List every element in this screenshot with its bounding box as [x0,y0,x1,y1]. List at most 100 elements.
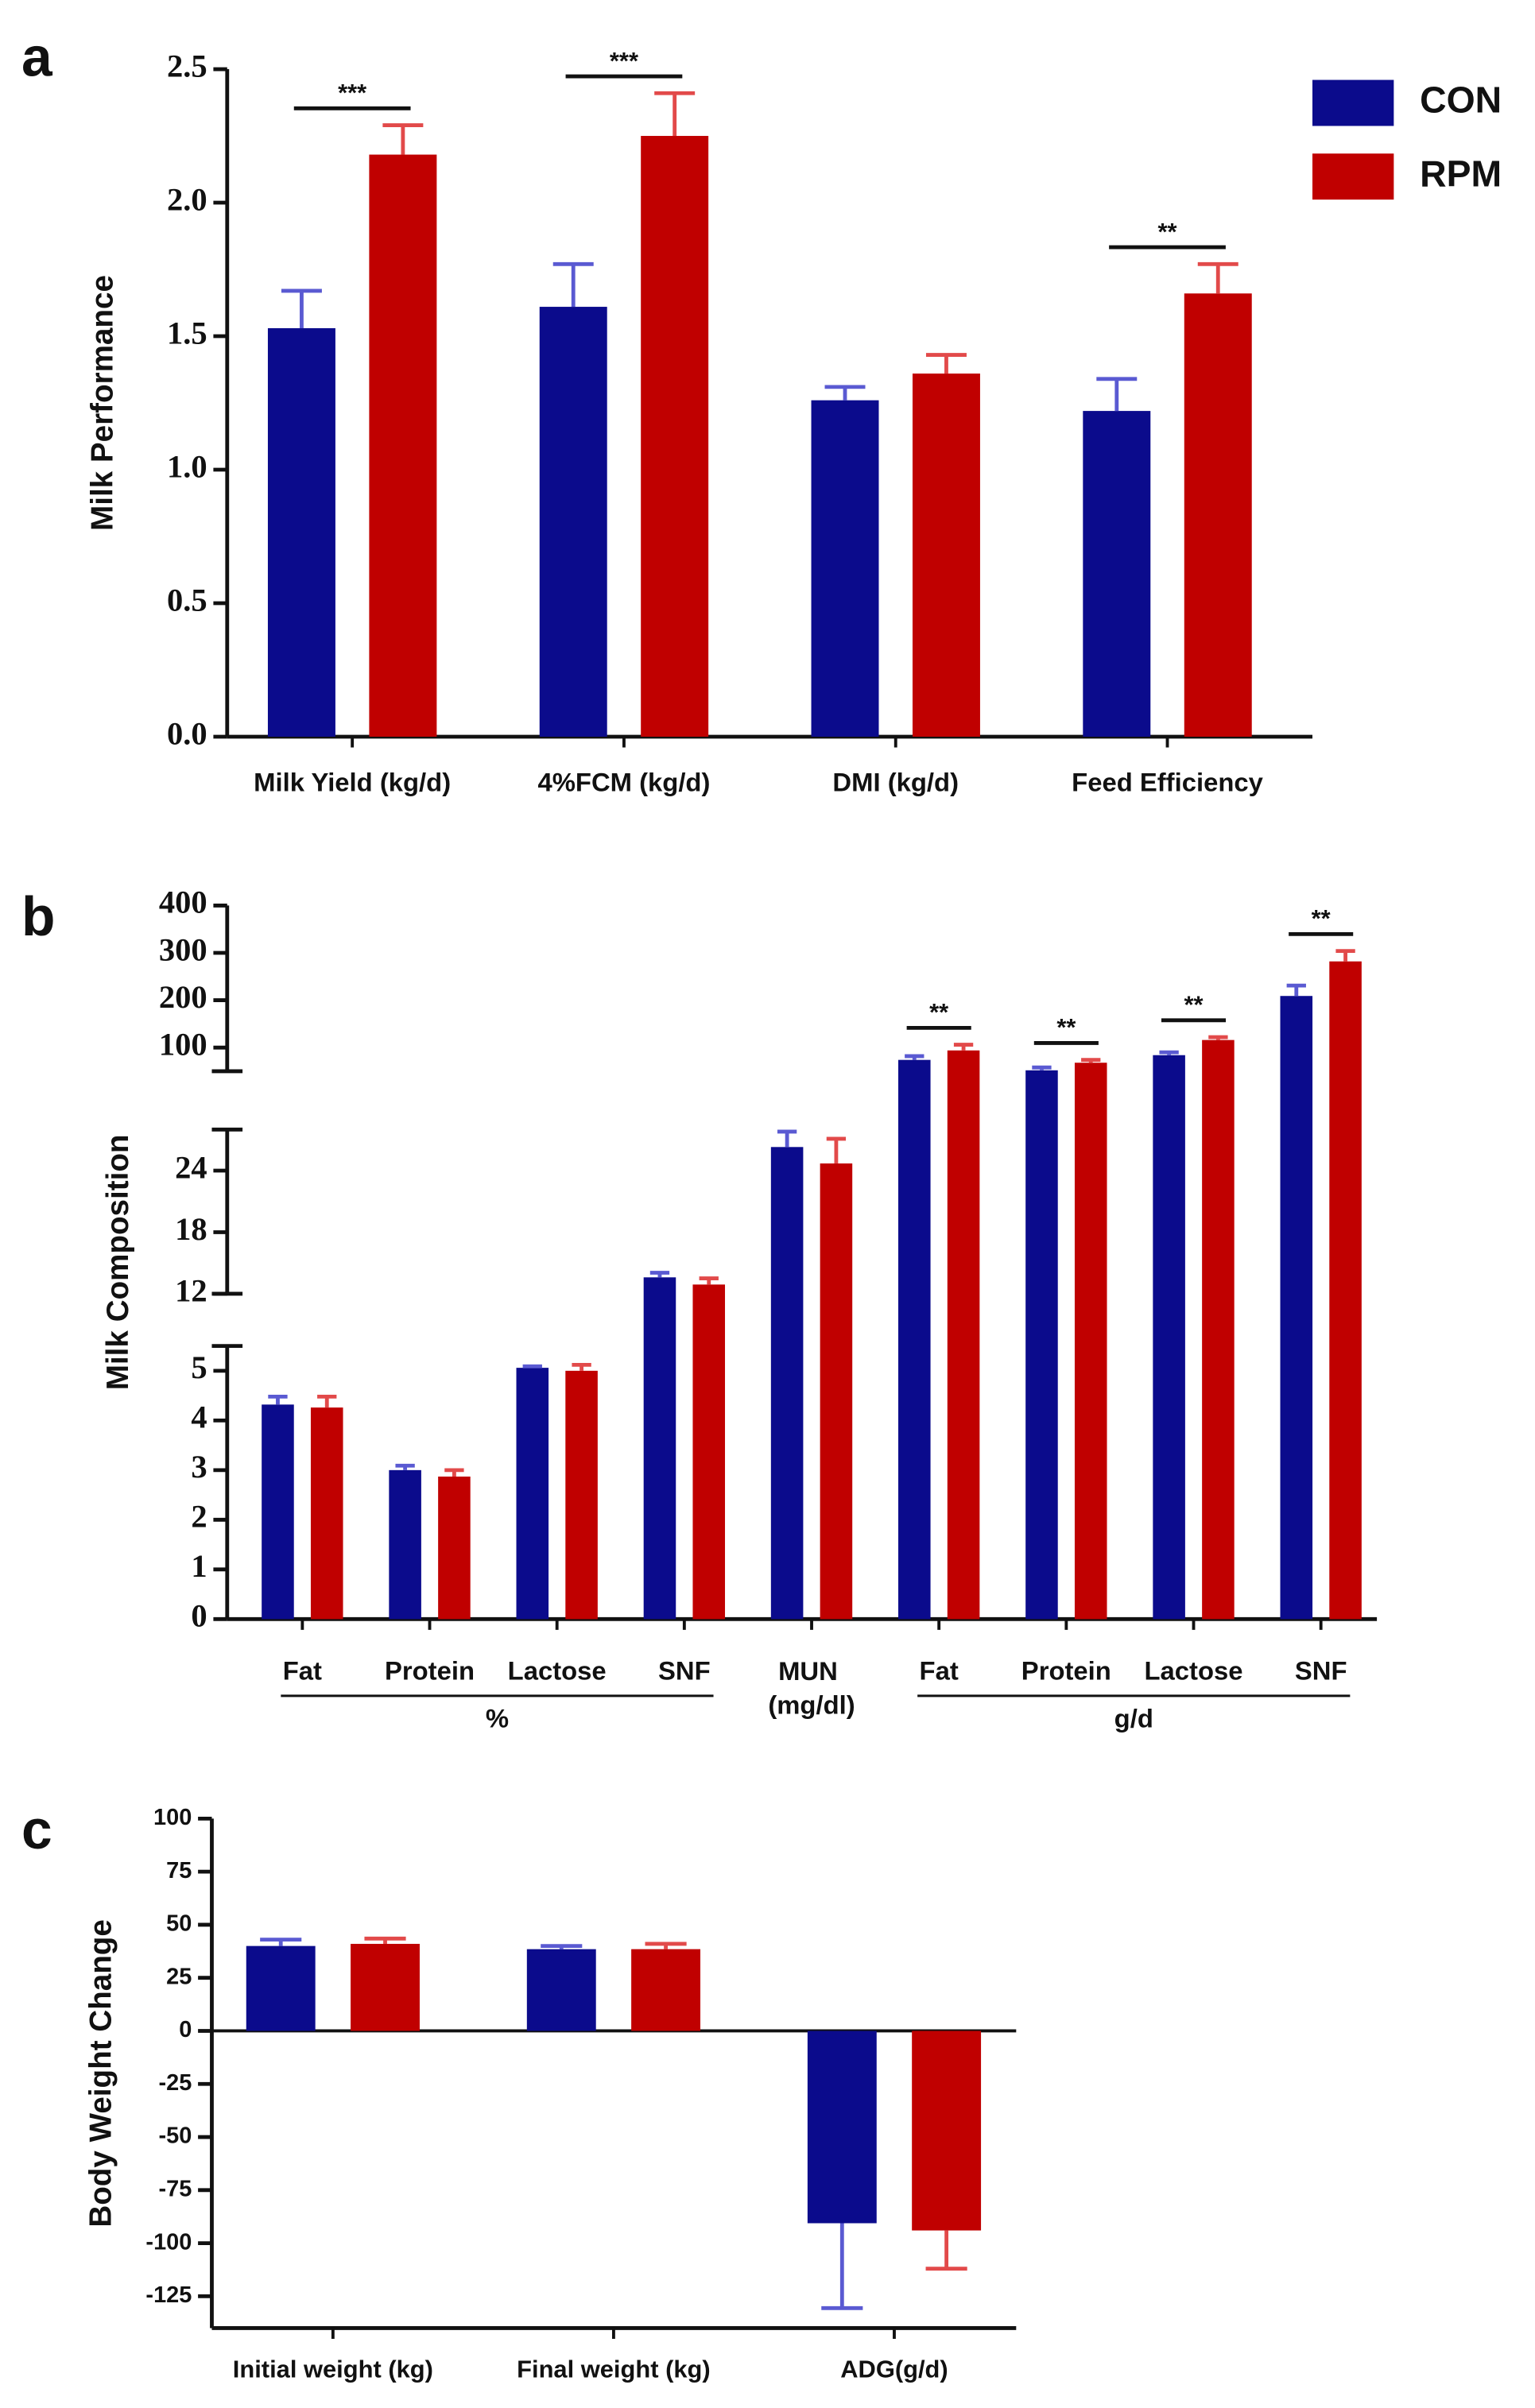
x-tick-label: Milk Yield (kg/d) [254,768,451,797]
y-tick-label: 0 [191,1598,207,1634]
y-tick-label: 18 [175,1211,207,1247]
error-bar [953,1043,974,1051]
y-axis-label: Milk Performance [86,275,120,531]
bar [262,1404,294,1620]
error-bar [281,288,322,328]
y-tick-label: 5 [191,1349,207,1385]
y-tick-label: 25 [166,1964,192,1989]
error-bar [522,1364,542,1369]
legend-swatch [1312,79,1394,126]
bar [1025,1070,1058,1620]
bar [811,400,879,737]
y-tick-label: 2 [191,1499,207,1535]
bar [631,1949,701,2031]
bar [1074,1063,1107,1620]
error-bar [1197,261,1238,294]
significance-label: ** [1158,218,1177,246]
bar [643,1277,676,1620]
significance-label: ** [1312,904,1331,932]
error-bar [905,1054,924,1060]
y-tick-label: -25 [159,2070,192,2096]
y-tick-label: 1 [191,1548,207,1584]
error-bar [364,1936,406,1944]
y-tick-label: -100 [145,2229,192,2255]
y-tick-label: 0 [179,2017,192,2042]
y-tick-label: 4 [191,1400,207,1435]
significance-label: ** [929,998,948,1026]
bar [1083,411,1151,737]
bar [947,1050,980,1620]
bar [438,1476,471,1620]
bar [1202,1039,1235,1620]
significance-label: *** [338,79,366,106]
x-tick-label: MUN (mg/dl) [768,1656,855,1719]
x-tick-label-line: (mg/dl) [768,1690,855,1719]
bar [539,307,607,737]
bar [565,1370,598,1620]
x-tick-label: Initial weight (kg) [233,2356,433,2383]
bar [1184,293,1252,737]
x-tick-label: Final weight (kg) [517,2356,711,2383]
x-tick-label: Protein [385,1656,475,1686]
error-bar [395,1463,415,1470]
error-bar [1208,1035,1228,1040]
bar [820,1163,853,1620]
y-tick-label: 0.5 [167,582,207,617]
significance-label: *** [610,47,638,75]
error-bar [552,261,594,308]
x-tick-label: SNF [1295,1656,1347,1686]
bar [516,1368,549,1620]
y-tick-label: 300 [159,931,207,967]
bar [641,136,709,737]
y-tick-label: -50 [159,2123,192,2149]
bar [692,1284,726,1620]
bar [912,2031,982,2231]
x-tick-label: SNF [658,1656,711,1686]
x-tick-label: Feed Efficiency [1072,768,1263,797]
x-tick-label: Lactose [1145,1656,1243,1686]
bar [770,1147,804,1620]
error-bar [777,1129,797,1148]
bar [351,1943,420,2031]
x-tick-label: 4%FCM (kg/d) [537,768,710,797]
legend-label: RPM [1420,153,1502,194]
bar [898,1059,931,1620]
y-tick-label: 1.5 [167,315,207,350]
error-bar [821,2223,863,2310]
y-tick-label: 24 [175,1149,207,1185]
error-bar [925,353,967,374]
panel-letter: a [21,26,53,88]
error-bar [382,123,424,155]
x-tick-label: ADG(g/d) [840,2356,948,2383]
y-tick-label: 50 [166,1911,192,1937]
group-label: % [486,1703,509,1732]
bar [1329,961,1362,1620]
significance-label: ** [1184,991,1203,1019]
bar [310,1407,343,1620]
x-tick-label: Fat [283,1656,322,1686]
error-bar [1081,1058,1101,1063]
bar [389,1469,421,1620]
error-bar [824,385,866,401]
error-bar [645,1941,687,1949]
error-bar [260,1938,302,1946]
error-bar [541,1944,583,1949]
bar [369,154,437,737]
legend-swatch [1312,153,1394,200]
bar [1153,1055,1185,1620]
error-bar [654,91,696,137]
y-tick-label: 200 [159,979,207,1015]
x-tick-label: DMI (kg/d) [832,768,959,797]
significance-label: ** [1056,1013,1076,1041]
error-bar [268,1394,288,1405]
error-bar [317,1394,337,1408]
x-tick-label: Fat [920,1656,959,1686]
y-tick-label: 0.0 [167,715,207,751]
bar [807,2031,877,2224]
y-tick-label: 3 [191,1449,207,1485]
y-tick-label: 75 [166,1858,192,1883]
y-tick-label: 1.0 [167,448,207,484]
bar [912,374,980,737]
bar [267,327,335,737]
